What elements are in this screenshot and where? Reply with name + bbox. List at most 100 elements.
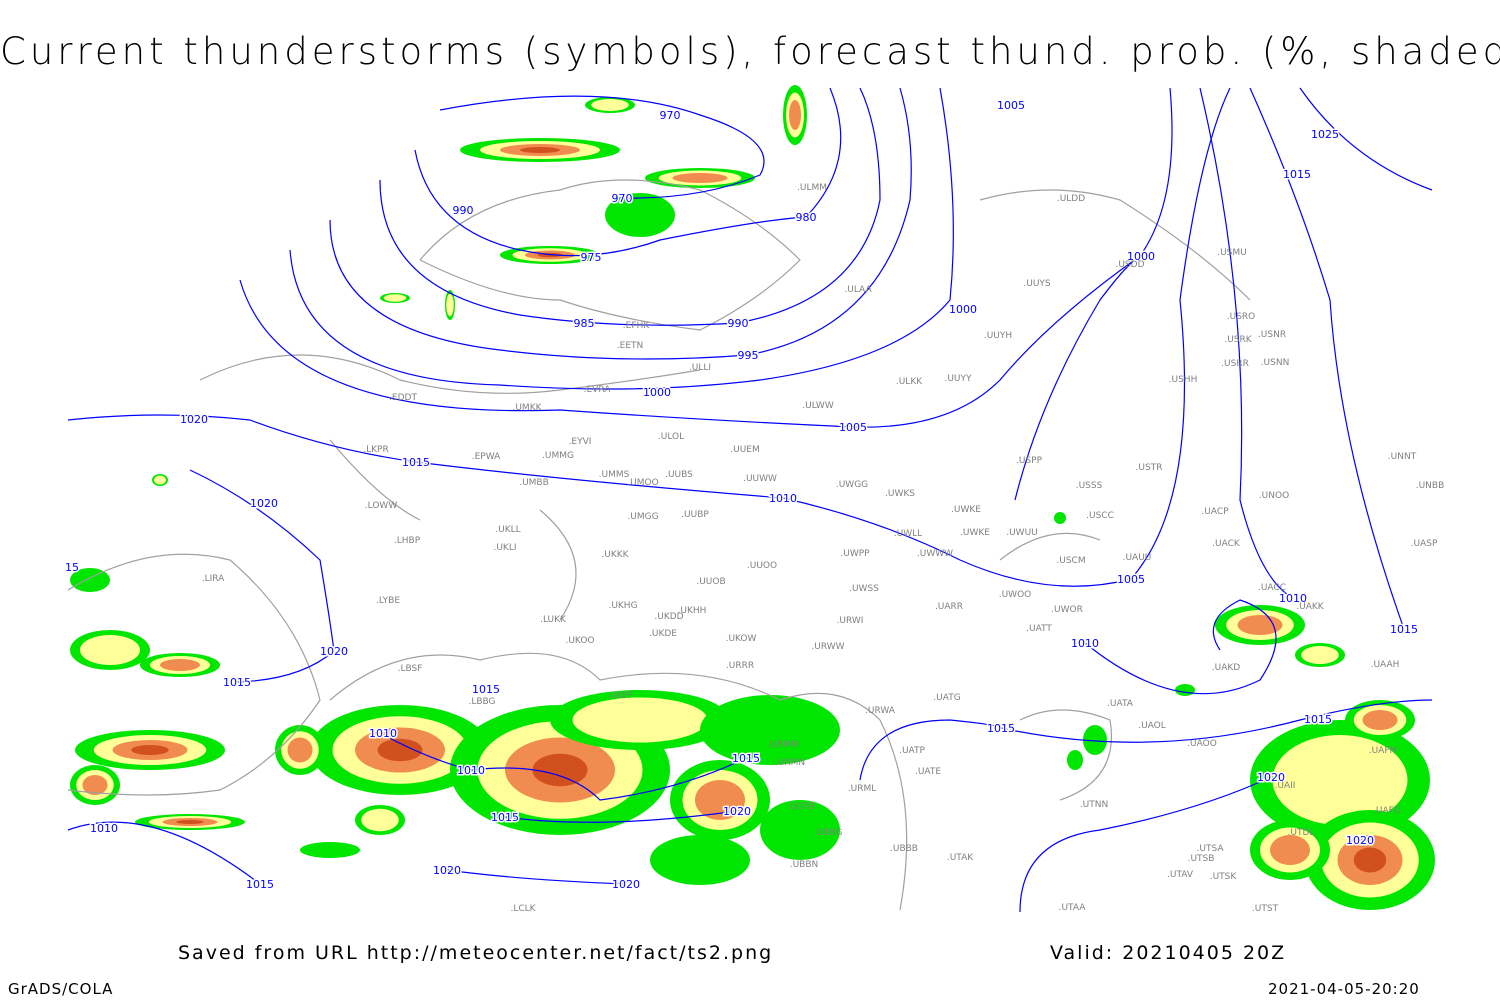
isobar-label: 1015 xyxy=(1304,713,1332,726)
isobar-label: 1025 xyxy=(1311,128,1339,141)
station-label: .UMMG xyxy=(542,451,574,461)
station-label: .UWOR xyxy=(1051,605,1083,615)
station-label: .UUWW xyxy=(743,474,777,484)
station-label: .UKHH xyxy=(678,606,707,616)
probability-area xyxy=(300,842,360,858)
station-label: .UWLL xyxy=(894,529,922,539)
station-label: .LYBE xyxy=(376,596,400,606)
station-label: .UTAA xyxy=(1059,903,1087,913)
isobar-label: 1020 xyxy=(433,864,461,877)
station-label: .UUYS xyxy=(1023,279,1051,289)
station-label: .UATG xyxy=(933,693,960,703)
probability-area xyxy=(160,659,200,671)
station-label: .LIRA xyxy=(202,574,225,584)
probability-area xyxy=(672,173,728,183)
isobar-label: 1000 xyxy=(643,386,671,399)
station-label: .EYVI xyxy=(569,437,592,447)
station-label: .USDD xyxy=(1115,260,1144,270)
station-label: .ULOL xyxy=(658,432,684,442)
isobar-label: 980 xyxy=(796,211,817,224)
station-label: .UTST xyxy=(1252,904,1279,914)
probability-area xyxy=(383,294,407,302)
probability-area xyxy=(287,737,313,763)
probability-area xyxy=(82,775,108,795)
isobar-label: 1010 xyxy=(1279,592,1307,605)
isobar-label: 15 xyxy=(65,561,79,574)
station-label: .UWSS xyxy=(849,584,879,594)
probability-area xyxy=(1301,646,1339,664)
station-label: .USPP xyxy=(1016,456,1043,466)
isobar-line xyxy=(289,87,954,390)
isobar-label: 1020 xyxy=(1257,771,1285,784)
probability-area xyxy=(131,745,169,755)
station-label: .UWOO xyxy=(999,590,1032,600)
station-label: .UTSK xyxy=(1210,872,1238,882)
station-label: .UKFF xyxy=(607,691,633,701)
probability-area xyxy=(572,697,708,743)
station-label: .UWPP xyxy=(840,549,870,559)
station-label: .UUYH xyxy=(984,331,1012,341)
isobar-label: 1010 xyxy=(457,764,485,777)
coastline xyxy=(199,354,701,394)
station-label: .URML xyxy=(848,784,876,794)
isobar-line xyxy=(1199,87,1294,599)
probability-area xyxy=(1353,847,1387,873)
probability-area xyxy=(176,820,204,824)
station-label: .UAUU xyxy=(1123,553,1152,563)
station-label: .UBBB xyxy=(890,844,918,854)
coastline xyxy=(67,553,321,796)
station-label: .UAAH xyxy=(1371,660,1400,670)
station-label: .LBSF xyxy=(398,664,423,674)
isobar-label: 1010 xyxy=(369,727,397,740)
station-label: .UMOO xyxy=(627,478,658,488)
probability-area xyxy=(700,695,840,765)
station-label: .UKDE xyxy=(649,629,677,639)
isobar-label: 1010 xyxy=(769,492,797,505)
isobar-label: 1015 xyxy=(491,811,519,824)
station-label: .UTAV xyxy=(1167,870,1194,880)
station-label: .UAOO xyxy=(1187,739,1217,749)
isobar-label: 1000 xyxy=(949,303,977,316)
station-label: .URMM xyxy=(767,740,798,750)
isobar-label: 1005 xyxy=(839,421,867,434)
station-label: .UASP xyxy=(1411,539,1438,549)
station-label: .UAKD xyxy=(1212,663,1241,673)
station-label: .USNN xyxy=(1261,358,1290,368)
probability-area xyxy=(1067,750,1083,770)
station-label: .UATE xyxy=(915,767,941,777)
station-label: .UUOO xyxy=(747,561,777,571)
isobar-label: 1020 xyxy=(612,878,640,891)
station-label: .UKDD xyxy=(654,612,683,622)
station-label: .EFHK xyxy=(623,321,650,331)
station-labels: .ULMM .ULDD .USMU .USDD .UUYS .ULAA .EFHK .USRO… xyxy=(202,183,1445,914)
isobar-label: 1015 xyxy=(402,456,430,469)
station-label: .UKLL xyxy=(495,525,520,535)
probability-area xyxy=(1362,710,1398,730)
station-label: .LCLK xyxy=(510,904,536,914)
probability-area xyxy=(154,475,166,485)
isobar-label: 985 xyxy=(574,317,595,330)
thunderstorm-probability-shading xyxy=(70,85,1435,910)
coastline xyxy=(329,439,421,521)
isobar-label: 975 xyxy=(581,251,602,264)
station-label: .UWKE xyxy=(951,505,981,515)
station-label: .UMKK xyxy=(512,403,542,413)
software-label: GrADS/COLA xyxy=(8,980,114,998)
probability-area xyxy=(789,100,801,130)
station-label: .ULDD xyxy=(1057,194,1085,204)
isobar-line xyxy=(414,87,842,257)
station-label: .UKOW xyxy=(726,634,757,644)
isobar-label: 1010 xyxy=(90,822,118,835)
isobar-label: 970 xyxy=(612,192,633,205)
probability-area xyxy=(695,780,745,820)
isobar-line xyxy=(439,95,765,199)
station-label: .UATA xyxy=(1107,699,1134,709)
probability-area xyxy=(1270,835,1310,865)
station-label: .EPWA xyxy=(472,452,501,462)
coastline xyxy=(979,189,1251,301)
station-label: .UATP xyxy=(899,746,925,756)
probability-area xyxy=(70,568,110,592)
coastline xyxy=(419,179,801,331)
station-label: .LBBG xyxy=(468,697,495,707)
station-label: .UACC xyxy=(1258,583,1286,593)
